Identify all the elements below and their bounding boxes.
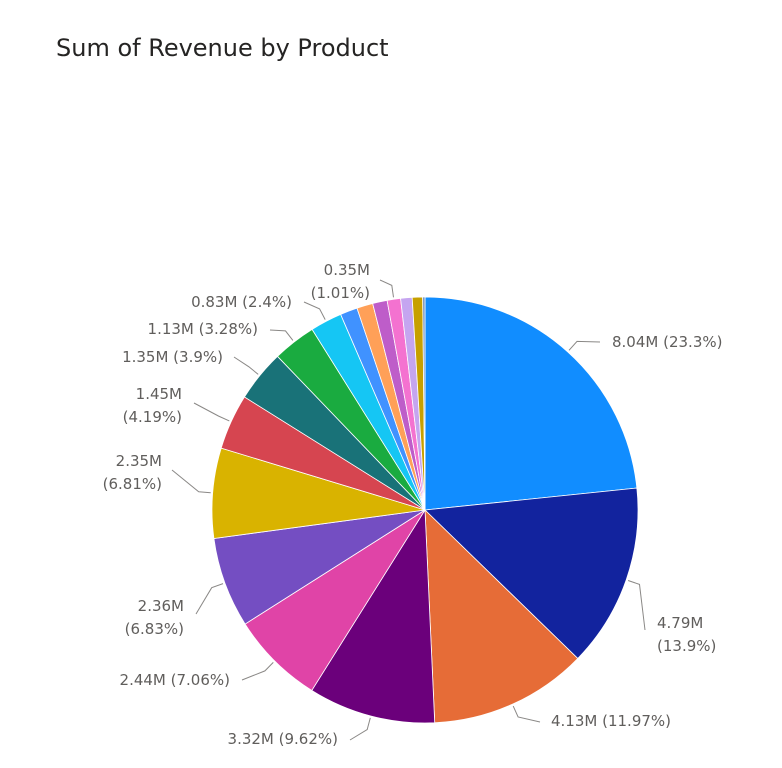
leader-line-5 <box>241 662 274 681</box>
data-label-4: 3.32M (9.62%) <box>228 730 338 748</box>
data-label-6: 2.36M (6.83%) <box>125 597 184 638</box>
pie-slice-4[interactable] <box>311 508 436 724</box>
pie-slice-3[interactable] <box>424 509 579 724</box>
data-label-8: 1.45M (4.19%) <box>123 385 182 426</box>
pie-slice-1[interactable] <box>424 296 638 511</box>
leader-line-15 <box>379 279 394 298</box>
data-label-5: 2.44M (7.06%) <box>120 671 230 689</box>
leader-line-10 <box>269 329 294 341</box>
leader-line-11 <box>303 301 326 320</box>
pie-slice-2[interactable] <box>424 487 639 660</box>
data-label-9: 1.35M (3.9%) <box>122 348 223 366</box>
leader-line-3 <box>512 705 541 723</box>
leader-line-2 <box>627 580 646 631</box>
data-label-15: 0.35M (1.01%) <box>311 261 370 302</box>
leader-line-1 <box>568 340 601 351</box>
data-label-7: 2.35M (6.81%) <box>103 452 162 493</box>
data-label-3: 4.13M (11.97%) <box>551 712 671 730</box>
pie-slice-18[interactable] <box>422 296 426 511</box>
leader-line-8 <box>193 402 230 422</box>
leader-line-6 <box>195 583 224 615</box>
data-label-2: 4.79M (13.9%) <box>657 614 716 655</box>
data-label-10: 1.13M (3.28%) <box>148 320 258 338</box>
data-label-1: 8.04M (23.3%) <box>612 333 722 351</box>
chart-title: Sum of Revenue by Product <box>56 34 389 62</box>
data-label-11: 0.83M (2.4%) <box>191 293 292 311</box>
leader-line-4 <box>349 717 371 741</box>
leader-line-7 <box>171 469 211 494</box>
leader-line-9 <box>233 356 259 375</box>
